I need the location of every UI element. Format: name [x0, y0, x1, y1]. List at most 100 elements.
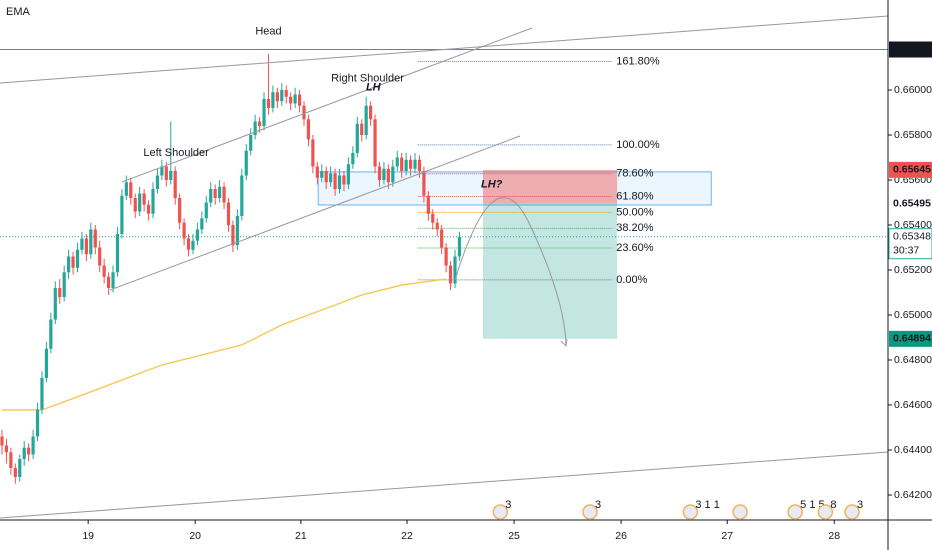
- price-tag-label: 0.64894: [893, 333, 931, 345]
- candle-body: [186, 238, 191, 250]
- candle-body: [93, 229, 97, 248]
- event-count: 3: [595, 499, 601, 511]
- candle-body: [435, 222, 439, 230]
- candle-body: [346, 164, 351, 185]
- candle-body: [115, 234, 120, 273]
- candle-body: [253, 121, 257, 136]
- candle-body: [404, 159, 408, 172]
- candle-body: [395, 157, 399, 167]
- candle-body: [80, 238, 84, 250]
- candle-body: [306, 119, 311, 140]
- fib-label: 61.80%: [616, 190, 654, 202]
- candle-body: [102, 265, 106, 277]
- candle-body: [240, 175, 244, 217]
- candle-body: [106, 276, 111, 289]
- candle-body: [226, 202, 231, 226]
- candle-body: [373, 119, 377, 167]
- candle-body: [413, 159, 417, 169]
- candle-body: [266, 99, 271, 109]
- candle-body: [71, 256, 75, 268]
- target-zone: [482, 203, 618, 339]
- candle-body: [40, 378, 44, 410]
- event-count: 3: [857, 499, 863, 511]
- price-tag: [889, 161, 932, 178]
- annotation: Left Shoulder: [143, 147, 209, 159]
- candle-body: [364, 105, 368, 136]
- candle-body: [164, 166, 168, 181]
- x-tick-label: 20: [189, 530, 201, 542]
- channel-line: [109, 135, 521, 291]
- fib-label: 0.00%: [616, 274, 647, 286]
- candle-body: [75, 249, 80, 268]
- y-tick-label: 0.64400: [894, 444, 932, 456]
- candle-body: [146, 204, 151, 214]
- candle-body: [58, 288, 62, 298]
- x-tick-label: 22: [401, 530, 413, 542]
- y-tick-label: 0.66000: [894, 84, 932, 96]
- level-tag-label: 0.66180: [893, 43, 931, 55]
- candle-body: [417, 159, 422, 172]
- candle-body: [218, 186, 222, 199]
- annotation: Right Shoulder: [331, 73, 404, 85]
- candle-body: [360, 123, 364, 136]
- candle-body: [311, 139, 315, 167]
- candle-body: [448, 265, 453, 284]
- trendline: [0, 451, 889, 519]
- candle-body: [342, 175, 346, 185]
- candle-body: [400, 157, 404, 172]
- x-tick-label: 27: [721, 530, 733, 542]
- y-tick-label: 0.65800: [894, 129, 932, 141]
- event-icon: [844, 504, 860, 520]
- x-tick-label: 21: [295, 530, 307, 542]
- candle-body: [337, 175, 342, 190]
- y-tick-label: 0.64200: [894, 489, 932, 501]
- candle-body: [155, 175, 160, 190]
- candle-body: [4, 445, 9, 453]
- countdown: 30:37: [893, 244, 919, 256]
- event-icon: [817, 504, 834, 520]
- arrow-head: [560, 338, 568, 348]
- candle-body: [9, 452, 13, 469]
- event-count: 5 1 5: [800, 499, 824, 511]
- candle-body: [351, 153, 355, 165]
- candle-body: [249, 135, 253, 151]
- fib-label: 23.60%: [616, 242, 654, 254]
- candle-body: [191, 240, 195, 250]
- candle-body: [89, 229, 93, 255]
- candle-body: [408, 159, 413, 169]
- event-icon: [582, 504, 598, 520]
- y-tick-label: 0.65400: [894, 219, 932, 231]
- candle-body: [382, 168, 386, 181]
- candle-body: [160, 166, 164, 176]
- candle-body: [133, 198, 137, 212]
- fib-label: 100.00%: [616, 139, 660, 151]
- candle-body: [44, 348, 49, 379]
- candle-body: [431, 213, 435, 223]
- fib-label: 50.00%: [616, 206, 654, 218]
- candle-body: [138, 193, 142, 212]
- candle-body: [35, 409, 40, 437]
- channel-line: [121, 27, 533, 183]
- candle-body: [426, 195, 430, 214]
- candle-body: [124, 182, 128, 196]
- candle-body: [182, 222, 186, 239]
- candle-body: [320, 171, 324, 178]
- candle-body: [178, 198, 182, 223]
- price-tag: [889, 330, 932, 347]
- candle-body: [302, 105, 306, 120]
- candle-body: [195, 229, 200, 241]
- candle-body: [200, 218, 204, 230]
- candle-body: [204, 202, 208, 219]
- x-tick-label: 26: [615, 530, 627, 542]
- candle-body: [0, 436, 4, 446]
- candle-body: [262, 99, 266, 127]
- candle-body: [209, 189, 213, 203]
- annotation: Head: [255, 25, 281, 37]
- candle-body: [257, 121, 262, 127]
- candle-body: [297, 94, 302, 106]
- candle-body: [213, 189, 217, 199]
- candle-body: [169, 171, 173, 181]
- candle-body: [457, 236, 462, 257]
- y-tick-label: 0.64600: [894, 399, 932, 411]
